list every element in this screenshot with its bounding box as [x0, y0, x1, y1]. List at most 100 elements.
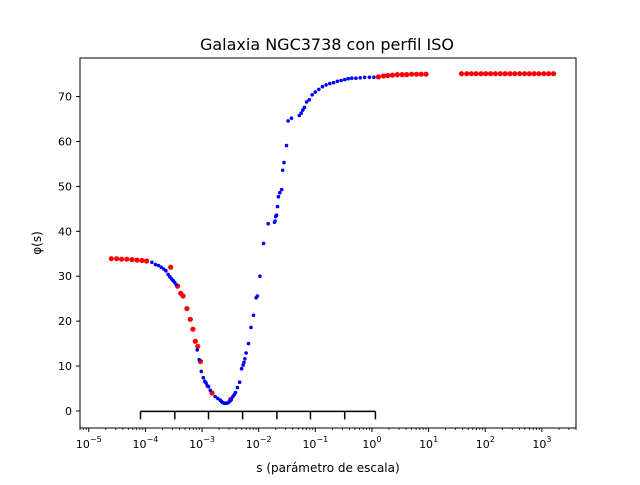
blue-data-point: [276, 194, 281, 199]
blue-data-point: [278, 190, 282, 195]
blue-data-point: [251, 313, 256, 318]
x-tick-label: 10−5: [76, 435, 102, 451]
red-data-point: [192, 338, 198, 344]
red-data-point: [114, 256, 120, 262]
blue-data-point: [274, 213, 279, 217]
blue-data-point: [362, 75, 367, 80]
red-data-point: [134, 257, 140, 263]
blue-data-point: [324, 83, 328, 87]
y-tick-label: 50: [58, 180, 72, 193]
blue-data-point: [331, 80, 336, 85]
blue-data-point: [197, 357, 201, 362]
y-tick-label: 60: [58, 136, 72, 149]
blue-data-point: [208, 388, 213, 393]
blue-data-point: [273, 219, 277, 223]
red-data-point: [464, 71, 470, 77]
blue-data-point: [206, 384, 211, 389]
red-data-point: [512, 71, 518, 77]
red-data-point: [531, 71, 537, 77]
y-tick-label: 40: [58, 225, 72, 238]
red-data-point: [423, 71, 429, 77]
red-data-point: [546, 71, 552, 77]
blue-data-point: [284, 143, 289, 148]
blue-data-point: [239, 366, 244, 371]
red-data-point: [195, 343, 201, 349]
red-data-point: [129, 257, 135, 263]
data-points: [108, 71, 557, 406]
y-axis-ticks: 0 10 20 30 40 50 60 70: [58, 91, 80, 418]
x-tick-label: 10−2: [246, 435, 272, 451]
plot-frame: [79, 57, 577, 429]
red-data-point: [413, 71, 420, 77]
blue-data-point: [258, 274, 262, 279]
red-data-point: [487, 71, 494, 77]
red-data-point: [473, 71, 479, 77]
red-data-point: [526, 71, 532, 77]
blue-data-point: [286, 119, 290, 123]
blue-data-point: [237, 380, 242, 385]
blue-data-point: [216, 396, 220, 401]
blue-data-point: [199, 369, 204, 374]
y-tick-label: 20: [58, 315, 72, 328]
blue-data-point: [346, 76, 351, 81]
blue-data-point: [229, 397, 234, 402]
red-data-point: [108, 256, 114, 262]
red-data-point: [458, 71, 465, 77]
blue-data-point: [243, 357, 247, 361]
blue-data-point: [249, 325, 253, 330]
blue-data-point: [350, 76, 354, 80]
red-data-point: [389, 72, 396, 78]
blue-data-point: [244, 351, 248, 355]
red-data-point: [119, 256, 125, 262]
y-tick-label: 70: [58, 91, 72, 104]
red-data-point: [394, 72, 400, 78]
blue-data-point: [313, 90, 318, 94]
x-tick-label: 100: [362, 435, 381, 451]
x-tick-label: 101: [419, 435, 438, 451]
red-data-point: [497, 71, 503, 77]
red-data-point: [404, 72, 410, 78]
blue-data-point: [317, 87, 321, 92]
blue-data-point: [304, 100, 309, 104]
red-data-point: [492, 71, 498, 77]
blue-data-point: [282, 160, 286, 165]
blue-data-point: [301, 108, 305, 112]
blue-data-point: [354, 76, 358, 80]
blue-data-point: [261, 241, 266, 246]
blue-data-point: [328, 81, 332, 86]
blue-data-point: [372, 75, 376, 80]
red-data-point: [483, 71, 489, 77]
red-data-point: [385, 72, 391, 79]
blue-data-point: [335, 79, 340, 84]
blue-data-point: [174, 283, 178, 287]
x-axis-ticks: 10−5 10−4 10−3 10−2 10−1 100 101 102 103: [76, 428, 577, 451]
y-tick-label: 0: [65, 405, 72, 418]
red-data-point: [468, 71, 474, 77]
blue-data-point: [233, 390, 238, 395]
blue-data-point: [255, 294, 260, 298]
red-data-point: [124, 256, 130, 262]
red-data-point: [399, 72, 405, 78]
red-data-point: [502, 71, 508, 77]
blue-data-point: [150, 260, 154, 265]
blue-data-point: [367, 75, 372, 80]
blue-data-point: [307, 98, 312, 102]
red-data-point: [418, 71, 424, 77]
y-tick-label: 30: [58, 270, 72, 283]
red-data-point: [139, 257, 145, 264]
red-data-point: [180, 293, 186, 299]
blue-data-point: [266, 221, 271, 226]
chart-title: Galaxia NGC3738 con perfil ISO: [200, 35, 454, 54]
blue-data-point: [195, 348, 199, 352]
red-data-point: [187, 316, 193, 322]
blue-data-point: [246, 341, 251, 346]
red-data-point: [517, 71, 523, 77]
red-data-point: [190, 326, 196, 332]
scale-bar: [139, 410, 377, 420]
blue-data-point: [310, 93, 315, 97]
red-data-point: [536, 71, 542, 77]
blue-data-point: [235, 385, 240, 390]
red-data-point: [184, 306, 190, 312]
